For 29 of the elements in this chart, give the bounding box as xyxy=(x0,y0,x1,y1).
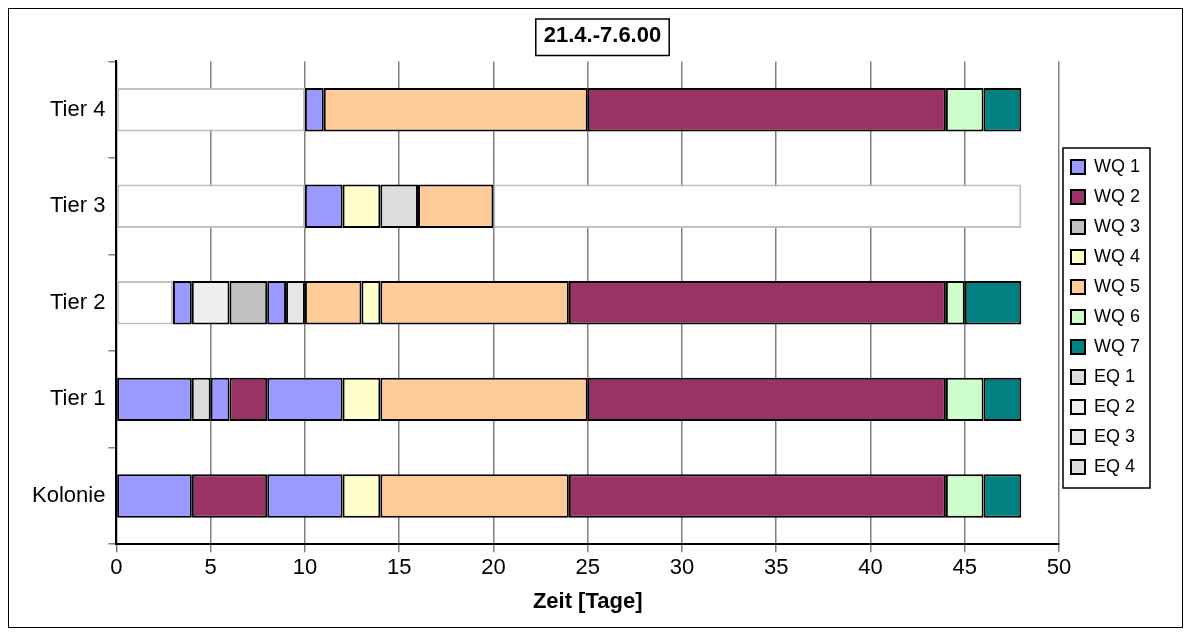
y-tick-label: Tier 2 xyxy=(49,288,106,314)
legend-label: EQ 1 xyxy=(1094,365,1136,386)
legend-label: WQ 1 xyxy=(1094,155,1141,176)
y-tick-label: Kolonie xyxy=(32,481,106,507)
legend-label: WQ 4 xyxy=(1094,245,1141,266)
y-tick-label: Tier 3 xyxy=(49,192,106,218)
x-tick-label: 25 xyxy=(575,554,600,580)
x-tick-label: 10 xyxy=(292,554,318,580)
legend-label: WQ 2 xyxy=(1094,185,1141,206)
x-tick-label: 35 xyxy=(763,554,789,580)
x-tick-label: 5 xyxy=(204,554,217,580)
x-axis-title: Zeit [Tage] xyxy=(532,587,643,613)
x-tick-label: 15 xyxy=(386,554,412,580)
legend-label: EQ 2 xyxy=(1094,395,1136,416)
x-tick-label: 50 xyxy=(1046,554,1072,580)
legend-label: WQ 3 xyxy=(1094,215,1141,236)
x-tick-label: 45 xyxy=(952,554,977,580)
x-tick-label: 30 xyxy=(669,554,695,580)
chart-title: 21.4.-7.6.00 xyxy=(543,22,662,48)
y-tick-label: Tier 1 xyxy=(49,385,106,411)
y-tick-label: Tier 4 xyxy=(49,95,106,121)
x-tick-label: 20 xyxy=(481,554,506,580)
legend-label: WQ 6 xyxy=(1094,305,1141,326)
legend-label: WQ 7 xyxy=(1094,335,1141,356)
legend-label: EQ 4 xyxy=(1094,455,1136,476)
x-tick-label: 0 xyxy=(110,554,123,580)
legend-label: WQ 5 xyxy=(1094,275,1141,296)
x-tick-label: 40 xyxy=(858,554,883,580)
legend-label: EQ 3 xyxy=(1094,425,1136,446)
